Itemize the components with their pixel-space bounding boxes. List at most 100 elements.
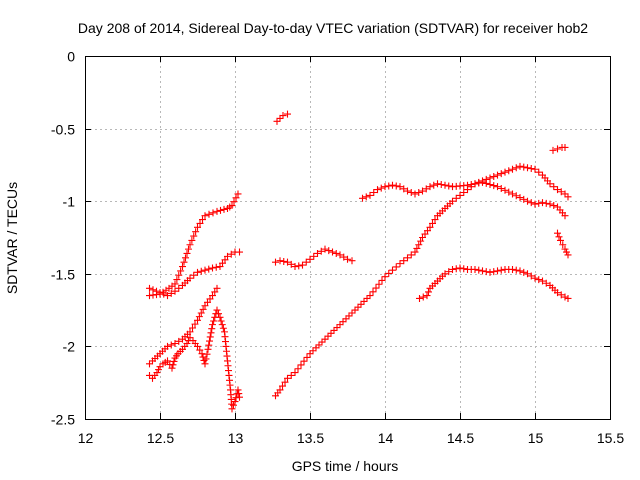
data-point: [554, 186, 561, 194]
x-tick-label: 12.5: [147, 430, 174, 446]
data-point: [303, 353, 311, 361]
x-tick-label: 14: [378, 430, 394, 446]
data-series: [146, 248, 243, 300]
data-point: [555, 233, 563, 241]
data-point: [501, 168, 509, 176]
data-point: [494, 267, 501, 275]
data-point: [501, 186, 509, 194]
data-point: [315, 341, 323, 349]
y-tick-label: -1: [63, 194, 76, 210]
data-series: [549, 143, 572, 259]
data-point: [375, 280, 383, 288]
grid: [85, 56, 610, 419]
data-point: [389, 181, 396, 189]
data-point: [360, 297, 368, 305]
data-point: [546, 200, 554, 208]
data-point: [194, 342, 201, 350]
data-point: [509, 265, 516, 273]
data-point: [429, 219, 436, 227]
data-point: [235, 390, 243, 398]
data-point: [494, 183, 501, 191]
x-tick-label: 15: [528, 430, 544, 446]
data-point: [199, 216, 206, 224]
data-point: [177, 267, 185, 275]
data-point: [344, 255, 351, 263]
data-point: [378, 276, 386, 284]
data-point: [400, 257, 408, 265]
data-point: [209, 321, 216, 329]
data-point: [284, 258, 291, 266]
data-point: [209, 264, 216, 272]
data-point: [216, 313, 224, 321]
data-series: [273, 110, 291, 125]
data-point: [419, 187, 426, 195]
data-point: [505, 167, 513, 175]
data-point: [527, 165, 535, 173]
data-point: [297, 361, 305, 369]
data-point: [175, 284, 183, 292]
data-point: [155, 366, 162, 374]
data-point: [228, 405, 236, 413]
data-point: [186, 274, 194, 282]
data-point: [400, 185, 408, 193]
data-point: [520, 268, 528, 276]
data-point: [186, 334, 194, 342]
data-point: [173, 276, 181, 284]
data-point: [185, 245, 192, 253]
data-point: [354, 303, 362, 311]
data-point: [471, 265, 479, 273]
data-point: [345, 312, 353, 320]
data-point: [512, 192, 520, 200]
data-point: [167, 341, 175, 349]
data-point: [411, 190, 419, 198]
data-point: [516, 162, 524, 170]
data-point: [156, 289, 164, 297]
data-point: [318, 338, 326, 346]
data-point: [445, 182, 453, 190]
data-point: [516, 267, 524, 275]
data-point: [153, 369, 161, 377]
data-point: [531, 274, 539, 282]
data-point: [434, 180, 441, 188]
data-point: [557, 291, 565, 299]
data-point: [227, 250, 235, 258]
data-point: [425, 288, 432, 296]
data-point: [196, 219, 204, 227]
data-point: [490, 173, 498, 181]
data-point: [325, 247, 333, 255]
y-tick-label: -0.5: [51, 122, 75, 138]
data-point: [419, 293, 427, 301]
data-point: [219, 324, 227, 332]
data-point: [183, 249, 191, 257]
data-point: [351, 306, 359, 314]
data-point: [332, 249, 340, 257]
data-point: [527, 272, 535, 280]
data-point: [284, 374, 291, 382]
data-point: [324, 332, 332, 340]
data-point: [509, 165, 516, 173]
data-point: [426, 183, 434, 191]
data-series: [272, 245, 356, 271]
data-point: [381, 273, 389, 281]
data-point: [209, 292, 216, 300]
data-point: [220, 205, 228, 213]
data-point: [196, 346, 204, 354]
data-point: [366, 191, 374, 199]
data-point: [564, 193, 572, 201]
data-point: [224, 252, 231, 260]
data-point: [234, 190, 242, 198]
data-point: [279, 382, 286, 390]
data-point: [441, 181, 449, 189]
data-point: [561, 143, 569, 151]
data-point: [201, 266, 209, 274]
data-point: [535, 168, 543, 176]
data-point: [430, 181, 438, 189]
data-point: [385, 182, 393, 190]
data-point: [317, 247, 325, 255]
data-point: [561, 245, 569, 253]
data-point: [218, 321, 226, 329]
data-point: [175, 271, 183, 279]
data-point: [516, 194, 524, 202]
data-point: [336, 321, 344, 329]
